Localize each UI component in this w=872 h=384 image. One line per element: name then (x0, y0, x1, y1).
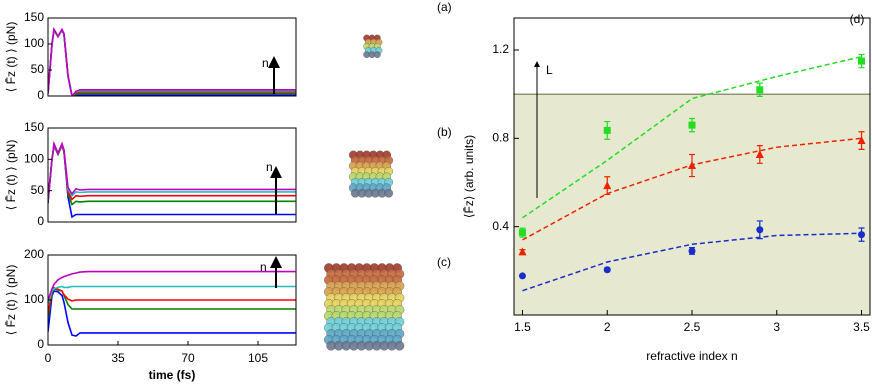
marker (603, 266, 611, 274)
marker (518, 229, 526, 237)
cluster-images (323, 34, 405, 351)
marker (857, 136, 866, 145)
fit-line (522, 232, 862, 292)
y-tick-label: 0 (37, 337, 44, 351)
panel-label: (d) (850, 12, 865, 26)
marker (518, 272, 526, 280)
series-line (48, 287, 296, 319)
series-line (48, 290, 296, 337)
y-tick-label: 100 (24, 292, 44, 306)
x-tick-label: 70 (181, 351, 195, 365)
y-tick-label: 150 (24, 10, 44, 24)
marker (518, 247, 527, 256)
x-tick-label: 105 (248, 351, 268, 365)
marker (688, 247, 696, 255)
cluster-atom (384, 188, 394, 198)
marker (755, 149, 764, 158)
y-tick-label: 100 (24, 152, 44, 166)
y-tick-label: 100 (24, 36, 44, 50)
series-line (48, 27, 296, 96)
x-axis-label: time (fs) (149, 368, 196, 382)
series-line (48, 27, 296, 96)
n-label: n (262, 56, 269, 70)
y-tick-label: 50 (31, 62, 45, 76)
n-label: n (266, 160, 273, 174)
y-tick-label: 50 (31, 183, 45, 197)
x-tick-label: 1.5 (514, 320, 531, 334)
marker (688, 121, 696, 129)
panel-label: (c) (437, 255, 451, 269)
marker (756, 226, 764, 234)
y-tick-label: 0.4 (492, 219, 509, 233)
l-label: L (546, 63, 553, 77)
series-line (48, 142, 296, 219)
marker (603, 126, 611, 134)
cluster-atom (394, 340, 405, 351)
panel-label: (a) (437, 0, 452, 14)
x-tick-label: 3 (773, 320, 780, 334)
cluster-atom (373, 51, 381, 59)
y-tick-label: 200 (24, 247, 44, 261)
y-axis-label: ⟨F̄z⟩ (arb. units) (462, 135, 476, 218)
series-line (48, 27, 296, 96)
y-tick-label: 0 (37, 214, 44, 228)
series-line (48, 285, 296, 305)
x-tick-label: 3.5 (853, 320, 870, 334)
x-tick-label: 35 (111, 351, 125, 365)
marker (858, 231, 866, 239)
marker (756, 86, 764, 94)
series-line (48, 140, 296, 199)
y-tick-label: 150 (24, 120, 44, 134)
fit-line (522, 55, 862, 219)
series-line (48, 270, 296, 301)
y-axis-label: ⟨ F̄z (t) ⟩ (pN) (4, 22, 18, 93)
y-axis-label: ⟨ F̄z (t) ⟩ (pN) (4, 265, 18, 336)
y-tick-label: 1.2 (492, 42, 509, 56)
n-label: n (260, 260, 267, 274)
series-line (48, 27, 296, 96)
x-tick-label: 2 (604, 320, 611, 334)
marker (603, 181, 612, 190)
plot-frame (47, 127, 297, 223)
plot-frame (47, 17, 297, 97)
series-line (48, 27, 296, 96)
panel-label: (b) (437, 125, 452, 139)
marker (858, 57, 866, 65)
x-tick-label: 2.5 (684, 320, 701, 334)
y-axis-label: ⟨ F̄z (t) ⟩ (pN) (4, 140, 18, 211)
series-line (48, 141, 296, 200)
x-axis-label: refractive index n (646, 349, 737, 363)
fit-line (522, 137, 862, 241)
y-tick-label: 0 (37, 88, 44, 102)
x-tick-label: 0 (45, 351, 52, 365)
y-tick-label: 0.8 (492, 131, 509, 145)
